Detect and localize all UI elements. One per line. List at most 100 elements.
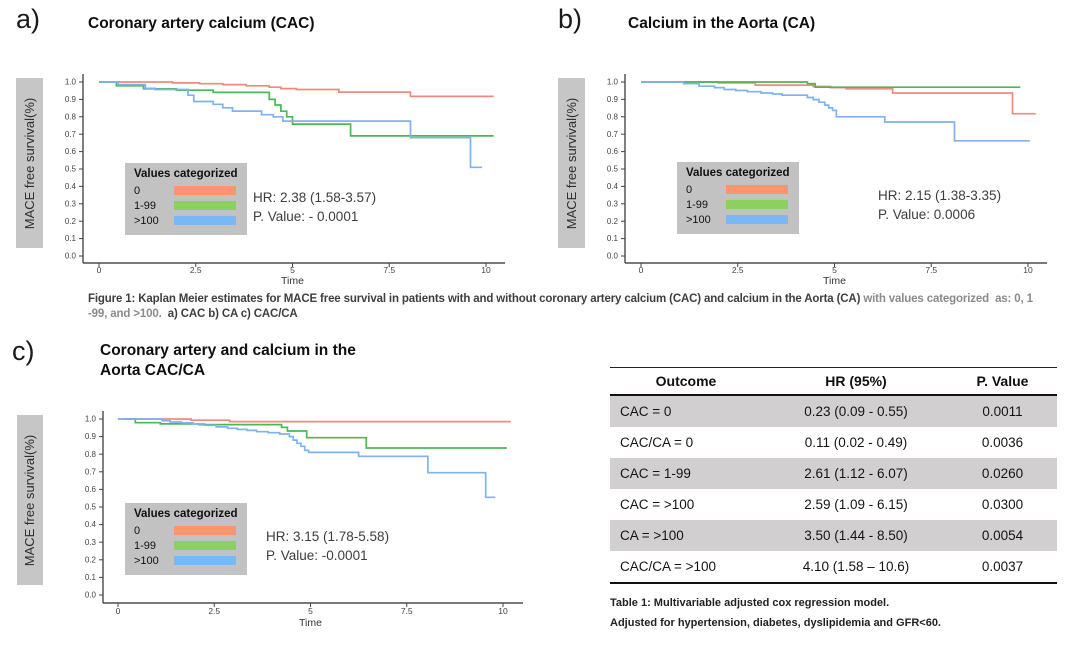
legend-entry-label: 1-99 bbox=[686, 198, 709, 211]
y-tick-label: 0.0 bbox=[65, 252, 77, 261]
panel-c-title-line1: Coronary artery and calcium in the bbox=[100, 342, 356, 359]
legend-entry-label: 1-99 bbox=[134, 199, 157, 212]
table-header-outcome: Outcome bbox=[655, 373, 717, 389]
y-tick-label: 0.2 bbox=[65, 217, 77, 226]
legend-entry->100: >100 bbox=[134, 213, 238, 228]
table-header-rule bbox=[610, 394, 1057, 396]
y-tick-label: 0.2 bbox=[85, 555, 97, 564]
legend-entry-label: 0 bbox=[686, 183, 693, 196]
outcome-cell: CAC = >100 bbox=[620, 497, 695, 512]
figure-caption-sublabels: a) CAC b) CA c) CAC/CA bbox=[167, 308, 298, 320]
km-plot-cac: 0.0 0.1 0.2 0.3 0.4 0.5 0.6 0.7 0.8 0.9 1.0 0 2.5 5 7.… bbox=[65, 74, 505, 287]
table-caption-line2: Adjusted for hypertension, diabetes, dys… bbox=[610, 617, 941, 629]
panel-a-label: a) bbox=[16, 4, 41, 34]
km-curve-1-99 bbox=[641, 81, 1021, 89]
legend-entry-1-99: 1-99 bbox=[686, 197, 790, 212]
x-tick-label: 7.5 bbox=[925, 265, 937, 275]
pvalue-cell: 0.0011 bbox=[982, 404, 1023, 419]
table-row: CAC = 1-99 2.61 (1.12 - 6.07) 0.0260 bbox=[610, 458, 1057, 489]
legend-color-swatch bbox=[174, 216, 236, 225]
y-tick-label: 0.0 bbox=[607, 252, 619, 261]
hr-annotation: HR: 3.15 (1.78-5.58) P. Value: -0.0001 bbox=[266, 527, 389, 565]
legend-color-swatch bbox=[726, 200, 788, 209]
y-tick-label: 0.8 bbox=[65, 112, 77, 121]
table-header-hr: HR (95%) bbox=[825, 373, 887, 389]
hr-cell: 2.61 (1.12 - 6.07) bbox=[804, 466, 908, 481]
pvalue-cell: 0.0037 bbox=[981, 559, 1024, 574]
table-row: CA = >100 3.50 (1.44 - 8.50) 0.0054 bbox=[610, 520, 1057, 551]
legend-entry-label: 0 bbox=[134, 524, 141, 537]
legend-color-swatch bbox=[174, 201, 236, 210]
panel-a-title: Coronary artery calcium (CAC) bbox=[88, 15, 315, 32]
panel-c-title-line2: Aorta CAC/CA bbox=[100, 362, 206, 379]
y-tick-label: 0.4 bbox=[65, 182, 77, 191]
legend-entry->100: >100 bbox=[134, 553, 238, 568]
legend-color-swatch bbox=[726, 185, 788, 194]
panel-b: b) Calcium in the Aorta (CA) MACE free s… bbox=[542, 0, 1077, 292]
legend-color-swatch bbox=[174, 526, 236, 535]
legend-box: Values categorized 0 1-99 >100 bbox=[125, 163, 247, 235]
pvalue-cell: 0.0260 bbox=[981, 466, 1024, 481]
y-axis-label-box: MACE free survival(%) bbox=[558, 78, 585, 248]
legend-entry-0: 0 bbox=[686, 182, 790, 197]
km-curve-0 bbox=[118, 418, 511, 423]
y-tick-label: 1.0 bbox=[607, 78, 619, 87]
table-row: CAC = 0 0.23 (0.09 - 0.55) 0.0011 bbox=[610, 396, 1057, 427]
panel-a: a) Coronary artery calcium (CAC) MACE fr… bbox=[0, 0, 538, 292]
x-tick-label: 2.5 bbox=[190, 265, 202, 275]
hr-cell: 0.23 (0.09 - 0.55) bbox=[804, 404, 908, 419]
y-tick-label: 1.0 bbox=[85, 415, 97, 424]
outcome-cell: CAC = 1-99 bbox=[620, 466, 691, 481]
legend-rows: 0 1-99 >100 bbox=[134, 183, 238, 228]
figure-caption-gray: with values categorized as: 0, 1 -99, an… bbox=[88, 293, 1036, 320]
hr-text: HR: 2.38 (1.58-3.57) bbox=[253, 190, 377, 205]
x-axis-title: Time bbox=[281, 275, 304, 287]
outcome-cell: CAC/CA = >100 bbox=[620, 559, 717, 574]
table-header-pvalue: P. Value bbox=[976, 373, 1029, 389]
y-tick-label: 0.4 bbox=[85, 520, 97, 529]
table-header-row: Outcome HR (95%) P. Value bbox=[610, 368, 1057, 394]
km-curve-1-99 bbox=[123, 418, 507, 449]
y-tick-label: 0.3 bbox=[607, 199, 619, 208]
figure-caption: Figure 1: Kaplan Meier estimates for MAC… bbox=[88, 292, 1053, 322]
legend-color-swatch bbox=[726, 215, 788, 224]
legend-title: Values categorized bbox=[134, 508, 238, 520]
y-tick-label: 0.7 bbox=[607, 130, 619, 139]
legend-rows: 0 1-99 >100 bbox=[686, 182, 790, 227]
x-tick-label: 10 bbox=[481, 265, 491, 275]
cox-regression-table: Outcome HR (95%) P. Value CAC = 0 0.23 (0… bbox=[610, 360, 1057, 633]
p-value-text: P. Value: - 0.0001 bbox=[253, 209, 359, 224]
legend-box: Values categorized 0 1-99 >100 bbox=[677, 162, 799, 234]
y-tick-label: 0.8 bbox=[607, 112, 619, 121]
table-row: CAC/CA = 0 0.11 (0.02 - 0.49) 0.0036 bbox=[610, 427, 1057, 458]
y-tick-label: 0.5 bbox=[85, 503, 97, 512]
legend-box: Values categorized 0 1-99 >100 bbox=[125, 503, 247, 575]
y-tick-label: 0.6 bbox=[85, 485, 97, 494]
legend-title: Values categorized bbox=[686, 167, 790, 179]
panel-b-title: Calcium in the Aorta (CA) bbox=[628, 15, 816, 32]
y-tick-label: 0.6 bbox=[65, 147, 77, 156]
legend-entry-label: 0 bbox=[134, 184, 141, 197]
panel-a-chart: MACE free survival(%) 0.0 0.1 0.2 0.3 0.4 0.5… bbox=[0, 60, 538, 300]
y-tick-label: 0.1 bbox=[85, 573, 97, 582]
y-axis-label-box: MACE free survival(%) bbox=[16, 78, 43, 248]
table-captions: Table 1: Multivariable adjusted cox regr… bbox=[610, 593, 1057, 633]
y-tick-label: 0.1 bbox=[607, 234, 619, 243]
panel-b-label: b) bbox=[558, 4, 583, 34]
y-axis-label: MACE free survival(%) bbox=[564, 97, 579, 229]
pvalue-cell: 0.0300 bbox=[981, 497, 1024, 512]
legend-entry->100: >100 bbox=[686, 212, 790, 227]
panel-c-chart: MACE free survival(%) 0.0 0.1 0.2 0.3 0.4 0.5… bbox=[0, 399, 538, 639]
legend-entry-1-99: 1-99 bbox=[134, 538, 238, 553]
legend-entry-label: >100 bbox=[134, 214, 159, 227]
km-plot-cac-ca: 0.0 0.1 0.2 0.3 0.4 0.5 0.6 0.7 0.8 0.9 1.0 0 2.5 5 7.… bbox=[85, 411, 523, 629]
pvalue-cell: 0.0036 bbox=[981, 435, 1024, 450]
figure-caption-main: Figure 1: Kaplan Meier estimates for MAC… bbox=[88, 293, 864, 305]
hr-text: HR: 2.15 (1.38-3.35) bbox=[878, 188, 1002, 203]
hr-cell: 3.50 (1.44 - 8.50) bbox=[804, 528, 908, 543]
hr-cell: 4.10 (1.58 – 10.6) bbox=[802, 559, 910, 574]
x-tick-label: 2.5 bbox=[208, 606, 220, 616]
legend-entry-label: >100 bbox=[134, 554, 159, 567]
legend-color-swatch bbox=[174, 186, 236, 195]
